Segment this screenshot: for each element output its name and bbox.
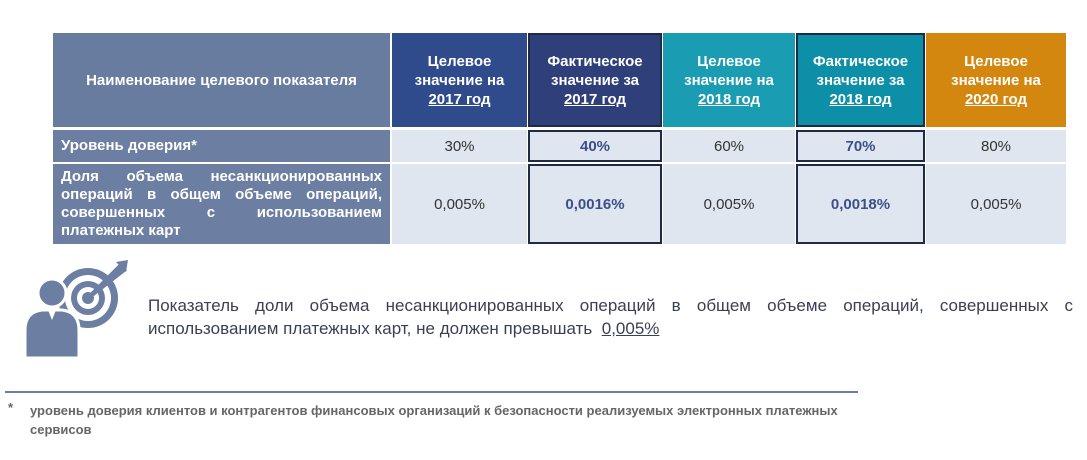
data-cell: 0,005% — [926, 164, 1066, 244]
header-year: 2020 год — [964, 90, 1028, 108]
row-label: Уровень доверия* — [53, 130, 390, 162]
header-year: 2017 год — [428, 90, 491, 108]
header-label: Фактическое значение за — [812, 52, 909, 89]
header-year: 2017 год — [563, 90, 627, 108]
note-value: 0,005% — [601, 319, 660, 338]
header-label: Целевое значение на — [951, 52, 1041, 89]
data-cell: 40% — [528, 130, 662, 162]
footnote-mark: * — [8, 400, 14, 415]
header-text: Целевое значение на 2018 год — [671, 52, 787, 109]
note: Показатель доли объема несанкционированн… — [148, 294, 1073, 340]
separator — [5, 391, 858, 393]
header-cell: Фактическое значение за 2018 год — [796, 33, 925, 127]
data-cell: 70% — [796, 130, 925, 162]
note-text: Показатель доли объема несанкционированн… — [148, 296, 1073, 338]
header-cell: Целевое значение на 2020 год — [926, 33, 1066, 127]
data-cell: 80% — [926, 130, 1066, 162]
header-title: Наименование целевого показателя — [53, 33, 390, 127]
row-label: Доля объема несанкционированных операций… — [53, 164, 390, 244]
data-cell: 0,0016% — [528, 164, 662, 244]
header-year: 2018 год — [829, 90, 892, 108]
target-icon — [23, 260, 128, 360]
header-cell: Целевое значение на 2017 год — [392, 33, 527, 127]
data-cell: 0,0018% — [796, 164, 925, 244]
header-label: Фактическое значение за — [547, 52, 643, 89]
header-text: Фактическое значение за 2017 год — [538, 52, 652, 109]
header-label: Целевое значение на — [414, 52, 505, 89]
data-cell: 60% — [663, 130, 795, 162]
header-text: Целевое значение на 2017 год — [400, 52, 519, 109]
data-cell: 0,005% — [663, 164, 795, 244]
header-text: Фактическое значение за 2018 год — [806, 52, 915, 109]
footnote-text: уровень доверия клиентов и контрагентов … — [30, 403, 838, 437]
data-cell: 0,005% — [392, 164, 527, 244]
header-cell: Целевое значение на 2018 год — [663, 33, 795, 127]
data-cell: 30% — [392, 130, 527, 162]
header-text: Целевое значение на 2020 год — [934, 52, 1058, 109]
header-cell: Фактическое значение за 2017 год — [528, 33, 662, 127]
header-year: 2018 год — [697, 90, 761, 108]
header-label: Целевое значение на — [684, 52, 774, 89]
